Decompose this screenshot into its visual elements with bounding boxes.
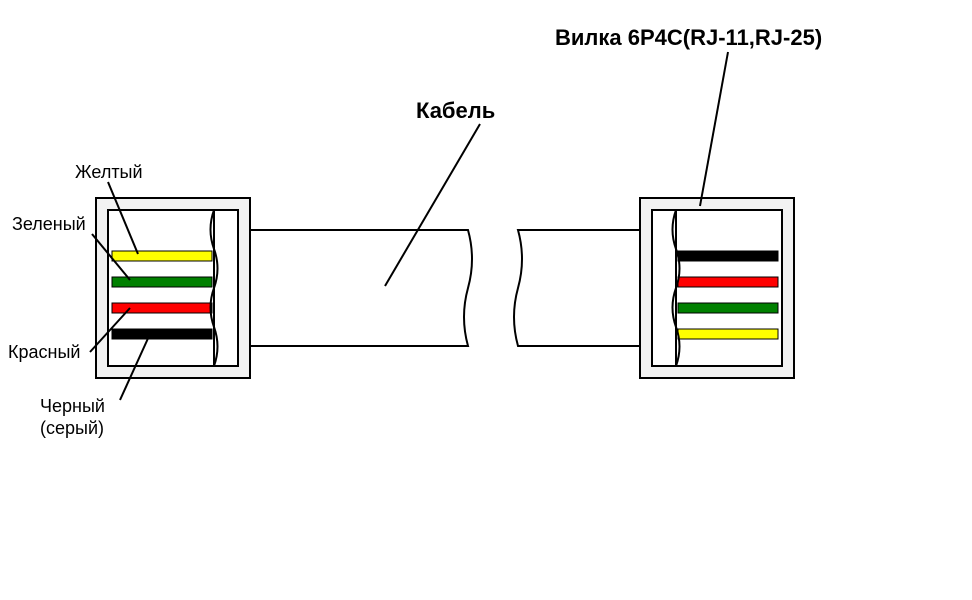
cable-left-segment xyxy=(250,230,472,346)
right-plug-wire-yellow xyxy=(678,329,778,339)
diagram-canvas: Вилка 6P4C(RJ-11,RJ-25) Кабель Желтый Зелен… xyxy=(0,0,972,600)
label-green: Зеленый xyxy=(12,214,86,234)
left-plug-wire-green xyxy=(112,277,212,287)
left-plug-wire-black xyxy=(112,329,212,339)
cable-right-segment xyxy=(514,230,640,346)
label-black: Черный xyxy=(40,396,105,416)
label-black_paren: (серый) xyxy=(40,418,104,438)
label-red: Красный xyxy=(8,342,80,362)
label-cable: Кабель xyxy=(416,98,495,123)
right-plug-wire-red xyxy=(678,277,778,287)
right-plug-wire-black xyxy=(678,251,778,261)
right-plug-wire-green xyxy=(678,303,778,313)
label-yellow: Желтый xyxy=(75,162,143,182)
left-plug-wire-yellow xyxy=(112,251,212,261)
label-plug_title: Вилка 6P4C(RJ-11,RJ-25) xyxy=(555,25,822,50)
